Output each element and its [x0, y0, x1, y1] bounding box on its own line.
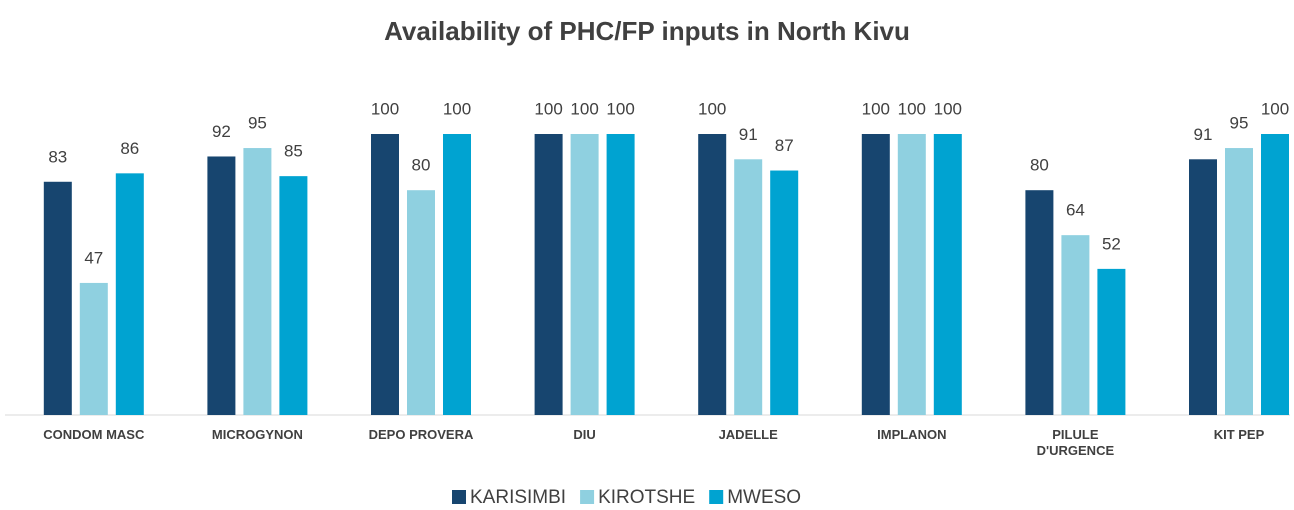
bar: [606, 134, 635, 415]
bar: [407, 190, 435, 415]
data-label: 100: [371, 99, 399, 118]
data-label: 100: [606, 99, 634, 118]
data-label: 95: [1230, 114, 1249, 133]
data-label: 87: [775, 136, 794, 155]
legend-swatch: [709, 490, 724, 504]
bar: [861, 134, 890, 415]
x-tick-label: CONDOM MASC: [43, 427, 145, 442]
bar: [770, 170, 799, 415]
bar: [443, 134, 471, 415]
bar: [734, 159, 763, 415]
bar: [1225, 148, 1253, 416]
data-label: 52: [1102, 234, 1121, 253]
x-tick-label: IMPLANON: [877, 427, 947, 442]
x-tick-label: MICROGYNON: [211, 427, 303, 442]
data-label: 80: [412, 156, 431, 175]
data-label: 86: [120, 139, 139, 158]
bar: [1189, 159, 1217, 415]
bar: [534, 134, 563, 415]
bar: [570, 134, 599, 415]
chart-title: Availability of PHC/FP inputs in North K…: [384, 16, 910, 46]
bar: [1025, 190, 1054, 415]
bar: [897, 134, 926, 415]
data-label: 85: [284, 142, 303, 161]
bar: [933, 134, 962, 415]
x-tick-label: JADELLE: [718, 427, 778, 442]
legend-label: KIROTSHE: [598, 487, 695, 508]
data-label: 91: [1194, 125, 1213, 144]
data-label: 100: [534, 99, 562, 118]
bar: [1261, 134, 1289, 415]
legend-swatch: [580, 490, 595, 504]
x-tick-label: DIU: [573, 427, 596, 442]
bar: [1061, 235, 1090, 415]
data-label: 100: [1261, 99, 1289, 118]
bar: [79, 282, 108, 415]
legend-swatch: [452, 490, 466, 504]
legend-label: KARISIMBI: [470, 487, 566, 508]
bar: [698, 134, 727, 415]
data-label: 100: [698, 99, 726, 118]
bar: [1097, 268, 1126, 415]
bar: [43, 181, 72, 415]
data-label: 100: [570, 99, 598, 118]
data-label: 95: [248, 114, 267, 133]
data-label: 92: [212, 122, 231, 141]
data-label: 100: [898, 99, 926, 118]
bar: [371, 134, 399, 415]
data-label: 100: [443, 99, 471, 118]
data-label: 83: [48, 147, 67, 166]
x-tick-label: KIT PEP: [1213, 427, 1265, 442]
data-label: 47: [84, 248, 103, 267]
x-tick-label: PILULE D'URGENCE: [1036, 427, 1115, 458]
data-label: 100: [862, 99, 890, 118]
data-label: 91: [739, 125, 758, 144]
x-tick-label: DEPO PROVERA: [368, 427, 474, 442]
bar: [243, 148, 272, 416]
data-label: 100: [934, 99, 962, 118]
legend-label: MWESO: [727, 487, 801, 508]
data-label: 80: [1030, 156, 1049, 175]
bar: [207, 156, 236, 416]
bar: [115, 173, 144, 415]
bar: [279, 176, 308, 415]
data-label: 64: [1066, 201, 1085, 220]
